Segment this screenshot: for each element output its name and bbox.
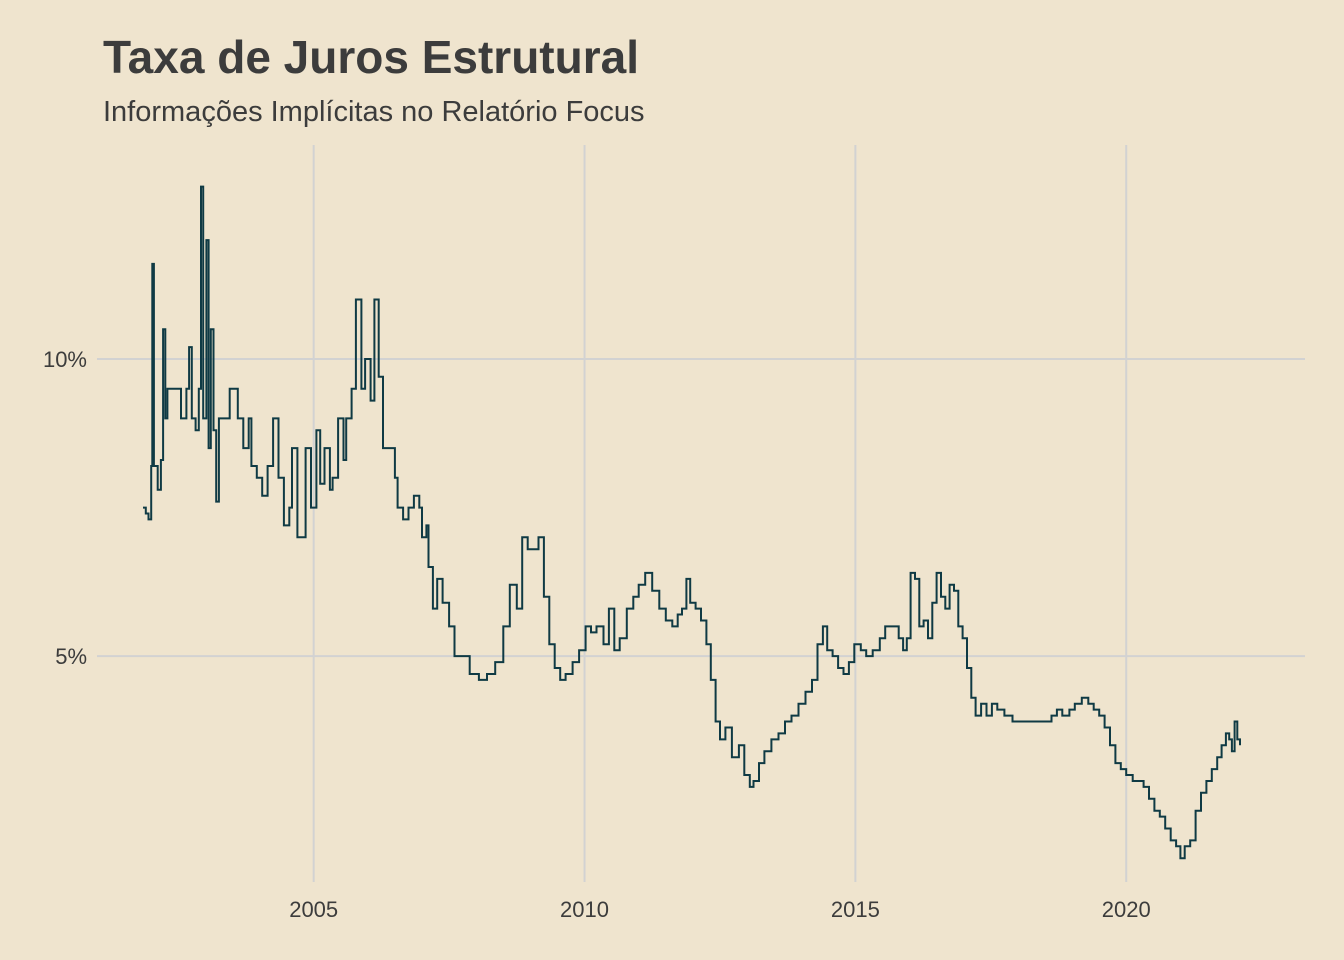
- x-tick-label: 2005: [289, 897, 338, 922]
- y-tick-label: 5%: [55, 644, 87, 669]
- x-tick-label: 2010: [560, 897, 609, 922]
- x-tick-label: 2015: [831, 897, 880, 922]
- chart-title: Taxa de Juros Estrutural: [103, 31, 639, 83]
- series-line: [143, 185, 1241, 860]
- y-tick-label: 10%: [43, 347, 87, 372]
- chart-subtitle: Informações Implícitas no Relatório Focu…: [103, 96, 645, 128]
- x-tick-label: 2020: [1102, 897, 1151, 922]
